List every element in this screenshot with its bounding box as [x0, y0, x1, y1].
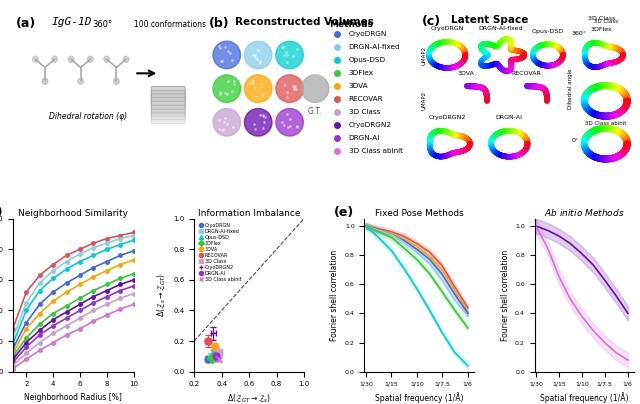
Text: Opus-DSD: Opus-DSD — [532, 29, 564, 34]
Ellipse shape — [244, 109, 272, 136]
X-axis label: $\Delta(\mathcal{Z}_{GT} \rightarrow \mathcal{Z}_{s})$: $\Delta(\mathcal{Z}_{GT} \rightarrow \ma… — [227, 393, 271, 404]
Text: CryoDRGN2: CryoDRGN2 — [428, 115, 466, 120]
Text: 0°: 0° — [572, 138, 579, 143]
Ellipse shape — [33, 56, 38, 62]
Ellipse shape — [88, 56, 93, 62]
FancyBboxPatch shape — [151, 105, 185, 116]
Text: G.T.: G.T. — [308, 107, 323, 116]
Text: 3D Class: 3D Class — [594, 19, 618, 24]
Text: DRGN-AI: DRGN-AI — [349, 135, 380, 141]
Text: IgG-1D: IgG-1D — [52, 17, 93, 27]
Ellipse shape — [244, 75, 272, 102]
Text: CryoDRGN: CryoDRGN — [431, 26, 464, 31]
FancyBboxPatch shape — [151, 90, 185, 101]
Text: Latent Space: Latent Space — [451, 15, 529, 25]
Text: (a): (a) — [17, 17, 36, 30]
Text: UMAP2: UMAP2 — [421, 91, 426, 110]
Ellipse shape — [244, 41, 272, 69]
X-axis label: Spatial frequency (1/Å): Spatial frequency (1/Å) — [375, 392, 463, 403]
Legend: CryoDRGN, DRGN-AI-fixed, Opus-DSD, 3DFlex, 3DVA, RECOVAR, 3D Class, CryoDRGN2, D: CryoDRGN, DRGN-AI-fixed, Opus-DSD, 3DFle… — [196, 221, 243, 284]
Y-axis label: Fourier shell correlation: Fourier shell correlation — [500, 250, 509, 341]
Ellipse shape — [42, 78, 48, 84]
Text: Opus-DSD: Opus-DSD — [349, 57, 386, 63]
Text: 3DVA: 3DVA — [349, 82, 368, 88]
Ellipse shape — [68, 56, 74, 62]
Text: 360°: 360° — [572, 31, 586, 36]
X-axis label: Spatial frequency (1/Å): Spatial frequency (1/Å) — [540, 392, 628, 403]
Ellipse shape — [78, 78, 83, 84]
Text: (b): (b) — [209, 17, 230, 30]
Ellipse shape — [276, 109, 303, 136]
FancyBboxPatch shape — [151, 98, 185, 109]
Text: (d): (d) — [0, 206, 3, 219]
Text: Reconstructed Volumes: Reconstructed Volumes — [235, 17, 374, 27]
Title: Neighborhood Similarity: Neighborhood Similarity — [18, 209, 128, 218]
Ellipse shape — [301, 75, 329, 102]
Ellipse shape — [113, 78, 119, 84]
Text: Dihedral rotation (φ): Dihedral rotation (φ) — [49, 112, 127, 120]
Y-axis label: Fourier shell correlation: Fourier shell correlation — [330, 250, 339, 341]
Text: RECOVAR: RECOVAR — [511, 71, 541, 76]
Text: 360°: 360° — [92, 21, 112, 29]
Text: 3DFlex: 3DFlex — [591, 27, 612, 32]
Text: 3D Class: 3D Class — [349, 109, 380, 115]
Title: Information Imbalance: Information Imbalance — [198, 209, 300, 218]
FancyBboxPatch shape — [151, 94, 185, 105]
FancyBboxPatch shape — [151, 102, 185, 112]
FancyBboxPatch shape — [151, 86, 185, 97]
Text: UMAP2: UMAP2 — [421, 45, 426, 65]
Text: DRGN-AI-fixed: DRGN-AI-fixed — [479, 26, 523, 31]
X-axis label: Neighborhood Radius [%]: Neighborhood Radius [%] — [24, 393, 122, 402]
Ellipse shape — [104, 56, 109, 62]
Text: CryoDRGN2: CryoDRGN2 — [349, 122, 392, 128]
Text: CryoDRGN: CryoDRGN — [349, 31, 387, 36]
Text: DRGN-AI: DRGN-AI — [496, 115, 523, 120]
Title: $Ab\ initio$ Methods: $Ab\ initio$ Methods — [544, 207, 625, 218]
Ellipse shape — [213, 41, 241, 69]
Text: RECOVAR: RECOVAR — [349, 96, 383, 101]
FancyBboxPatch shape — [151, 113, 185, 124]
Text: (e): (e) — [333, 206, 354, 219]
Text: 3D Class abinit: 3D Class abinit — [585, 121, 627, 126]
Ellipse shape — [276, 75, 303, 102]
Text: Methods: Methods — [329, 20, 372, 29]
Text: 3D Class: 3D Class — [588, 16, 615, 21]
Ellipse shape — [124, 56, 129, 62]
Ellipse shape — [276, 41, 303, 69]
Ellipse shape — [52, 56, 58, 62]
Text: 100 conformations: 100 conformations — [134, 20, 206, 29]
FancyBboxPatch shape — [151, 109, 185, 120]
Title: Fixed Pose Methods: Fixed Pose Methods — [375, 209, 464, 218]
Text: 3DVA: 3DVA — [458, 71, 475, 76]
Text: Dihedral angle: Dihedral angle — [568, 68, 573, 109]
Text: DRGN-AI-fixed: DRGN-AI-fixed — [349, 44, 400, 50]
Ellipse shape — [213, 75, 241, 102]
Text: (c): (c) — [421, 15, 440, 28]
Text: 3D Class abinit: 3D Class abinit — [349, 147, 403, 154]
Text: 3DFlex: 3DFlex — [349, 69, 374, 76]
Y-axis label: $\Delta(\mathcal{Z}_{s} \rightarrow \mathcal{Z}_{GT})$: $\Delta(\mathcal{Z}_{s} \rightarrow \mat… — [155, 273, 168, 317]
Ellipse shape — [213, 109, 241, 136]
